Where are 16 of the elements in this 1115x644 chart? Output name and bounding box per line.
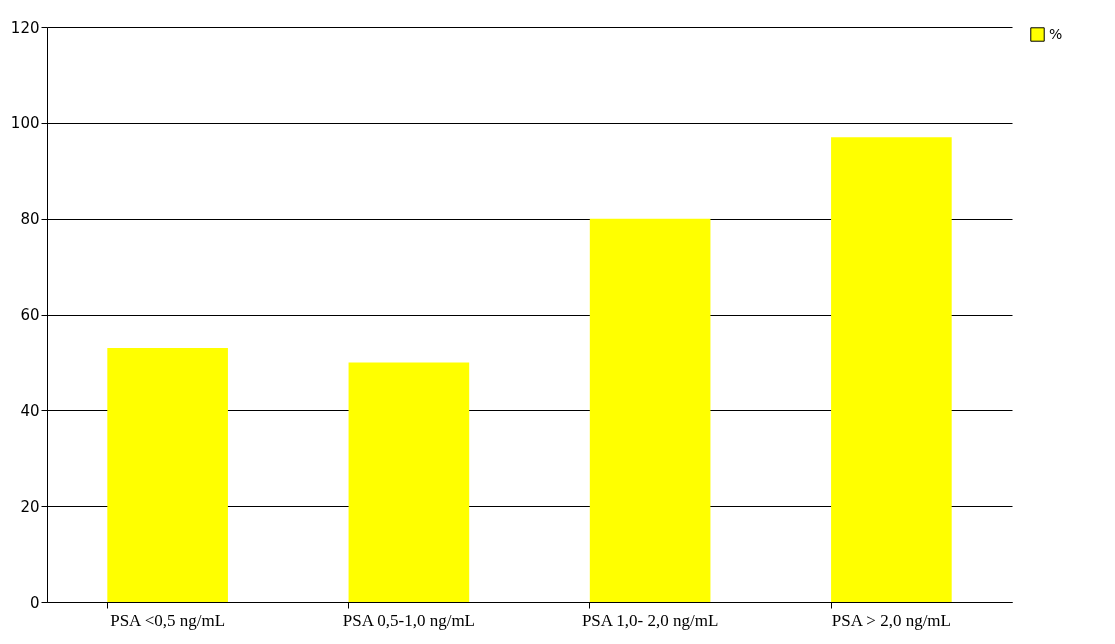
y-tick-label: 0 [29,593,40,612]
y-tick-label: 20 [20,497,40,516]
legend-label: % [1049,25,1063,42]
y-tick-label: 80 [20,210,40,229]
bar [348,362,470,602]
x-tick-label: PSA > 2,0 ng/mL [831,610,951,630]
x-tick-label: PSA <0,5 ng/mL [110,610,226,630]
bar [831,137,952,602]
y-tick-label: 40 [20,401,40,420]
y-tick-label: 120 [10,18,40,37]
y-tick-label: 100 [10,114,40,133]
bar [589,218,711,602]
bar [107,348,228,602]
x-tick-label: PSA 0,5-1,0 ng/mL [342,610,475,630]
x-tick-label: PSA 1,0- 2,0 ng/mL [581,610,719,630]
y-tick-label: 60 [20,306,40,324]
